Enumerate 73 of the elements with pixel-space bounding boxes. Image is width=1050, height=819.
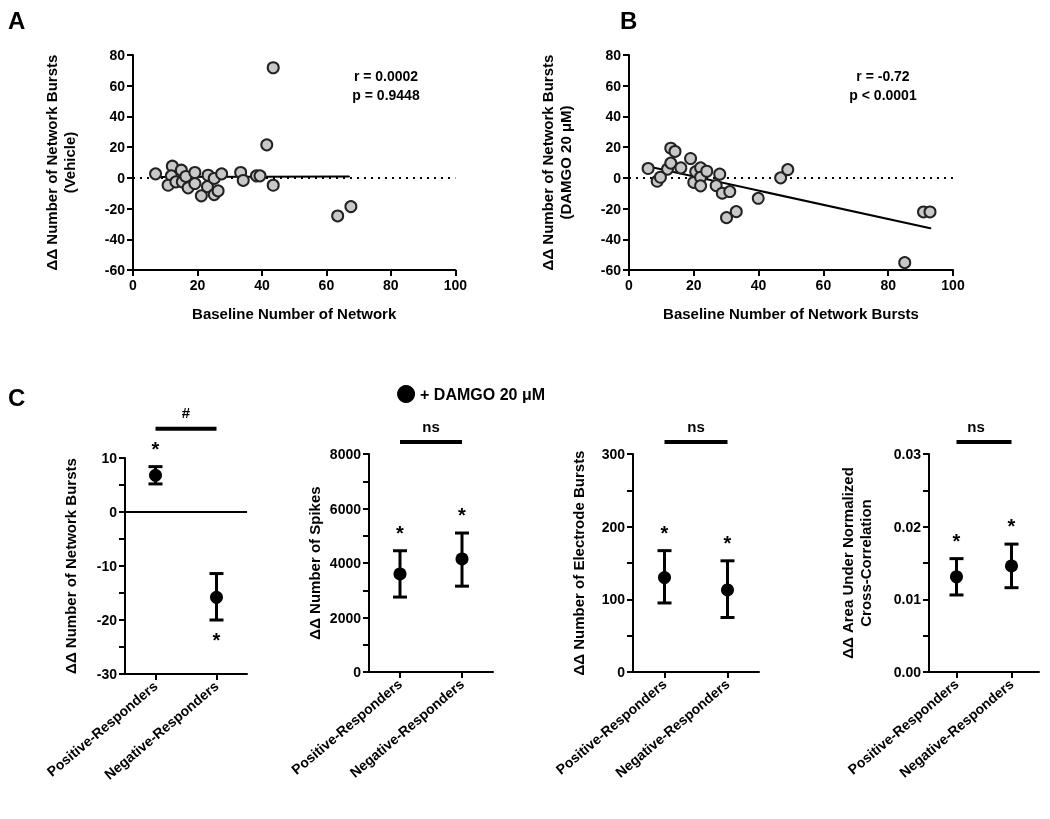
y-tick-label: -20 <box>96 612 118 628</box>
y-tick-label: 0 <box>353 664 362 680</box>
x-tick-label: 80 <box>383 277 399 293</box>
y-tick-label: 10 <box>101 450 118 466</box>
y-tick-label: 60 <box>109 77 126 94</box>
y-tick-label: -20 <box>104 200 126 217</box>
y-axis-title: ΔΔ Number of Network Bursts <box>61 458 79 674</box>
y-tick-label: 4000 <box>329 555 362 571</box>
annotation: * <box>723 531 732 554</box>
x-tick-label: 80 <box>880 277 897 293</box>
y-tick-label: 200 <box>601 518 626 535</box>
y-axis-title: ΔΔ Area Under Normalized Cross-Correlation <box>838 467 874 659</box>
y-tick-label: 20 <box>605 139 622 156</box>
text: ns <box>422 417 440 435</box>
y-tick-label: 0.00 <box>893 664 922 680</box>
y-tick-label: 6000 <box>329 500 362 517</box>
x-tick-label: 40 <box>750 277 767 293</box>
y-tick-label: -40 <box>600 231 622 248</box>
y-tick-label: 0 <box>613 169 622 186</box>
y-tick-label: -10 <box>96 558 118 574</box>
y-tick-label: -60 <box>600 262 622 278</box>
x-tick-label: 100 <box>941 277 965 293</box>
y-tick-label: 20 <box>109 139 126 156</box>
chart-title: B <box>620 6 638 34</box>
y-axis-title: ΔΔ Number of Network Bursts (Vehicle) <box>42 54 78 271</box>
y-tick-label: -20 <box>600 200 622 217</box>
annotation: * <box>458 504 467 527</box>
x-tick-label: 20 <box>189 277 206 293</box>
annotation: * <box>660 521 669 544</box>
y-tick-label: 0 <box>617 664 626 680</box>
annotation: * <box>1007 515 1016 538</box>
chart-title: C <box>8 383 26 411</box>
text: ns <box>967 417 985 435</box>
annotation: * <box>952 529 961 552</box>
y-tick-label: 0.03 <box>893 446 922 462</box>
x-axis-title: Baseline Number of Network Bursts <box>663 304 919 322</box>
y-axis-title: ΔΔ Number of Spikes <box>305 486 323 640</box>
y-tick-label: 0.01 <box>893 591 922 608</box>
y-tick-label: 0.02 <box>893 518 922 535</box>
y-tick-label: 2000 <box>329 609 362 626</box>
y-tick-label: -40 <box>104 231 126 248</box>
annotation: r = -0.72 <box>856 68 910 84</box>
x-tick-label: 100 <box>443 277 468 293</box>
x-tick-label: 0 <box>129 277 138 293</box>
x-tick-label: 40 <box>254 277 270 293</box>
legend-label: + DAMGO 20 μM <box>420 385 545 403</box>
y-tick-label: 40 <box>109 108 126 125</box>
y-tick-label: 60 <box>605 77 622 94</box>
x-tick-label: 20 <box>686 277 702 293</box>
annotation: * <box>212 629 221 651</box>
y-tick-label: 100 <box>601 591 626 608</box>
x-axis-title: Baseline Number of Network <box>192 304 397 322</box>
y-tick-label: -60 <box>104 262 126 278</box>
y-tick-label: 0 <box>109 504 118 520</box>
y-tick-label: -30 <box>96 666 118 682</box>
y-tick-label: 80 <box>109 47 126 63</box>
y-axis-title: ΔΔ Number of Network Bursts (DAMGO 20 μM) <box>538 54 574 271</box>
annotation: r = 0.0002 <box>353 68 419 84</box>
y-tick-label: 80 <box>605 47 622 63</box>
annotation: p = 0.9448 <box>352 87 420 103</box>
text: # <box>181 404 191 422</box>
y-tick-label: 8000 <box>329 446 362 462</box>
chart-title: A <box>8 6 26 34</box>
annotation: * <box>396 521 405 544</box>
annotation: p < 0.0001 <box>849 87 917 103</box>
text: ns <box>687 417 705 435</box>
y-tick-label: 300 <box>601 446 626 462</box>
y-axis-title: ΔΔ Number of Electrode Bursts <box>569 450 587 676</box>
x-tick-label: 60 <box>815 277 832 293</box>
y-tick-label: 40 <box>605 108 622 125</box>
annotation: * <box>151 437 160 460</box>
x-tick-label: 60 <box>318 277 335 293</box>
y-tick-label: 0 <box>117 169 126 186</box>
